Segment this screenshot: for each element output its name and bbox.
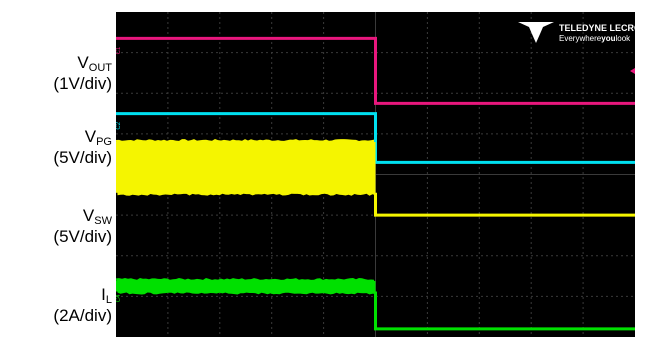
brand-tagline: Everywhereyoulook — [559, 34, 631, 43]
trace-c1 — [116, 36, 635, 105]
channel-marker-c3: C3 — [116, 175, 122, 183]
channel-marker-c1: C1 — [116, 46, 122, 54]
trace-c2 — [116, 112, 635, 164]
vpg-scale: (5V/div) — [53, 148, 112, 167]
trigger-level-marker-icon — [630, 68, 635, 74]
trace-line-after — [374, 291, 635, 331]
channel-markers: C1 C2 C3 C4 — [116, 46, 122, 302]
trace-label-vsw: VSW (5V/div) — [53, 205, 112, 247]
vout-symbol: V — [77, 53, 89, 72]
il-scale: (2A/div) — [53, 306, 112, 325]
teledyne-lecroy-logo: TELEDYNE LECROY Everywhereyoulook — [518, 22, 635, 43]
trace-c3 — [116, 139, 635, 217]
scope-traces — [116, 36, 635, 331]
oscilloscope-screen: C1 C2 C3 C4 TELEDYNE LECROY Everywhereyoulo… — [116, 12, 635, 337]
vsw-scale: (5V/div) — [53, 227, 112, 246]
trace-line — [116, 112, 635, 164]
vsw-subscript: SW — [94, 215, 112, 227]
trace-line — [116, 36, 635, 105]
lecroy-logo-mark-icon — [518, 22, 554, 43]
trace-label-vpg: VPG (5V/div) — [53, 126, 112, 168]
vout-scale: (1V/div) — [53, 74, 112, 93]
vout-subscript: OUT — [88, 62, 112, 74]
vsw-symbol: V — [82, 206, 95, 225]
il-subscript: L — [105, 294, 112, 306]
vpg-subscript: PG — [96, 136, 112, 148]
trace-c4 — [116, 278, 635, 331]
switching-band-edge — [116, 139, 376, 196]
brand-name: TELEDYNE LECROY — [559, 23, 635, 33]
il-symbol: I — [101, 285, 106, 304]
vpg-symbol: V — [84, 127, 97, 146]
trace-label-il: IL (2A/div) — [53, 284, 112, 326]
trace-label-vout: VOUT (1V/div) — [53, 52, 112, 94]
channel-marker-c4: C4 — [116, 294, 122, 302]
switching-band-edge — [116, 278, 376, 295]
trace-line-after — [374, 192, 635, 217]
channel-marker-c2: C2 — [116, 121, 122, 129]
